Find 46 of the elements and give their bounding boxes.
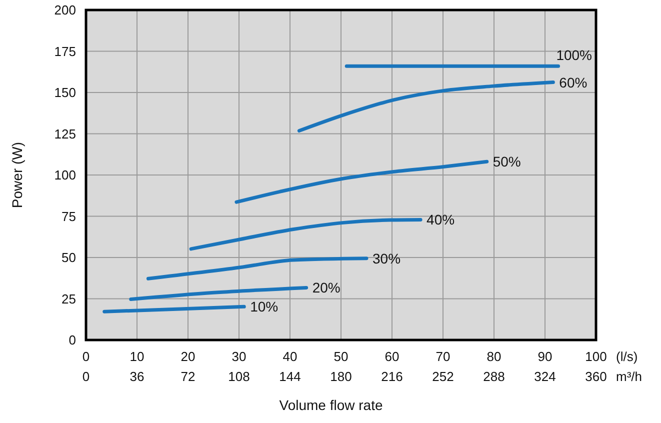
x-tick-label: 40 (282, 349, 298, 364)
x-tick-label: 60 (384, 349, 400, 364)
line-series (297, 80, 555, 133)
x-tick-label: 80 (486, 349, 502, 364)
series-label: 50% (492, 154, 521, 170)
x2-tick-label: 144 (279, 369, 301, 384)
x-axis-title: Volume flow rate (279, 397, 383, 413)
x-tick-label: 10 (130, 349, 144, 364)
y-tick-label: 125 (54, 126, 76, 142)
x2-tick-label: 108 (228, 369, 250, 384)
y-tick-label: 50 (62, 250, 76, 265)
x-tick-label: 20 (180, 349, 196, 364)
x2-tick-label: 360 (585, 369, 607, 384)
y-tick-label: 100 (54, 168, 76, 182)
x-tick-label: 90 (538, 349, 552, 364)
x-tick-label: 50 (334, 349, 348, 364)
series-label: 60% (559, 74, 588, 90)
series-label: 10% (250, 298, 278, 315)
y-tick-label: 150 (54, 85, 76, 100)
x2-tick-label: 36 (130, 369, 144, 384)
y-tick-label: 25 (62, 291, 76, 306)
y-tick-label: 75 (62, 208, 76, 224)
x2-tick-label: 0 (82, 369, 90, 384)
series-label: 30% (372, 250, 401, 266)
series-label: 40% (426, 212, 455, 228)
y-tick-label: 175 (54, 44, 76, 59)
x2-tick-label: 288 (483, 369, 505, 384)
y-axis-title: Power (W) (9, 142, 25, 208)
x-tick-label: 70 (436, 349, 450, 364)
line-series (146, 256, 368, 280)
series-label: 20% (312, 280, 340, 296)
x2-tick-label: 180 (330, 369, 352, 384)
x2-tick-label: 252 (432, 369, 454, 384)
x-tick-label: 0 (82, 349, 90, 364)
text: m³/h (616, 369, 642, 384)
x2-tick-label: 216 (381, 369, 403, 384)
series-label: 100% (556, 47, 592, 64)
x2-tick-label: 72 (180, 369, 196, 384)
line-series (189, 218, 422, 251)
x-tick-label: 100 (585, 349, 607, 364)
y-tick-label: 0 (68, 332, 76, 348)
x2-tick-label: 324 (534, 369, 556, 384)
x-tick-label: 30 (232, 349, 246, 364)
y-tick-label: 200 (54, 2, 76, 18)
text: (l/s) (616, 349, 638, 364)
line-series (234, 160, 489, 204)
